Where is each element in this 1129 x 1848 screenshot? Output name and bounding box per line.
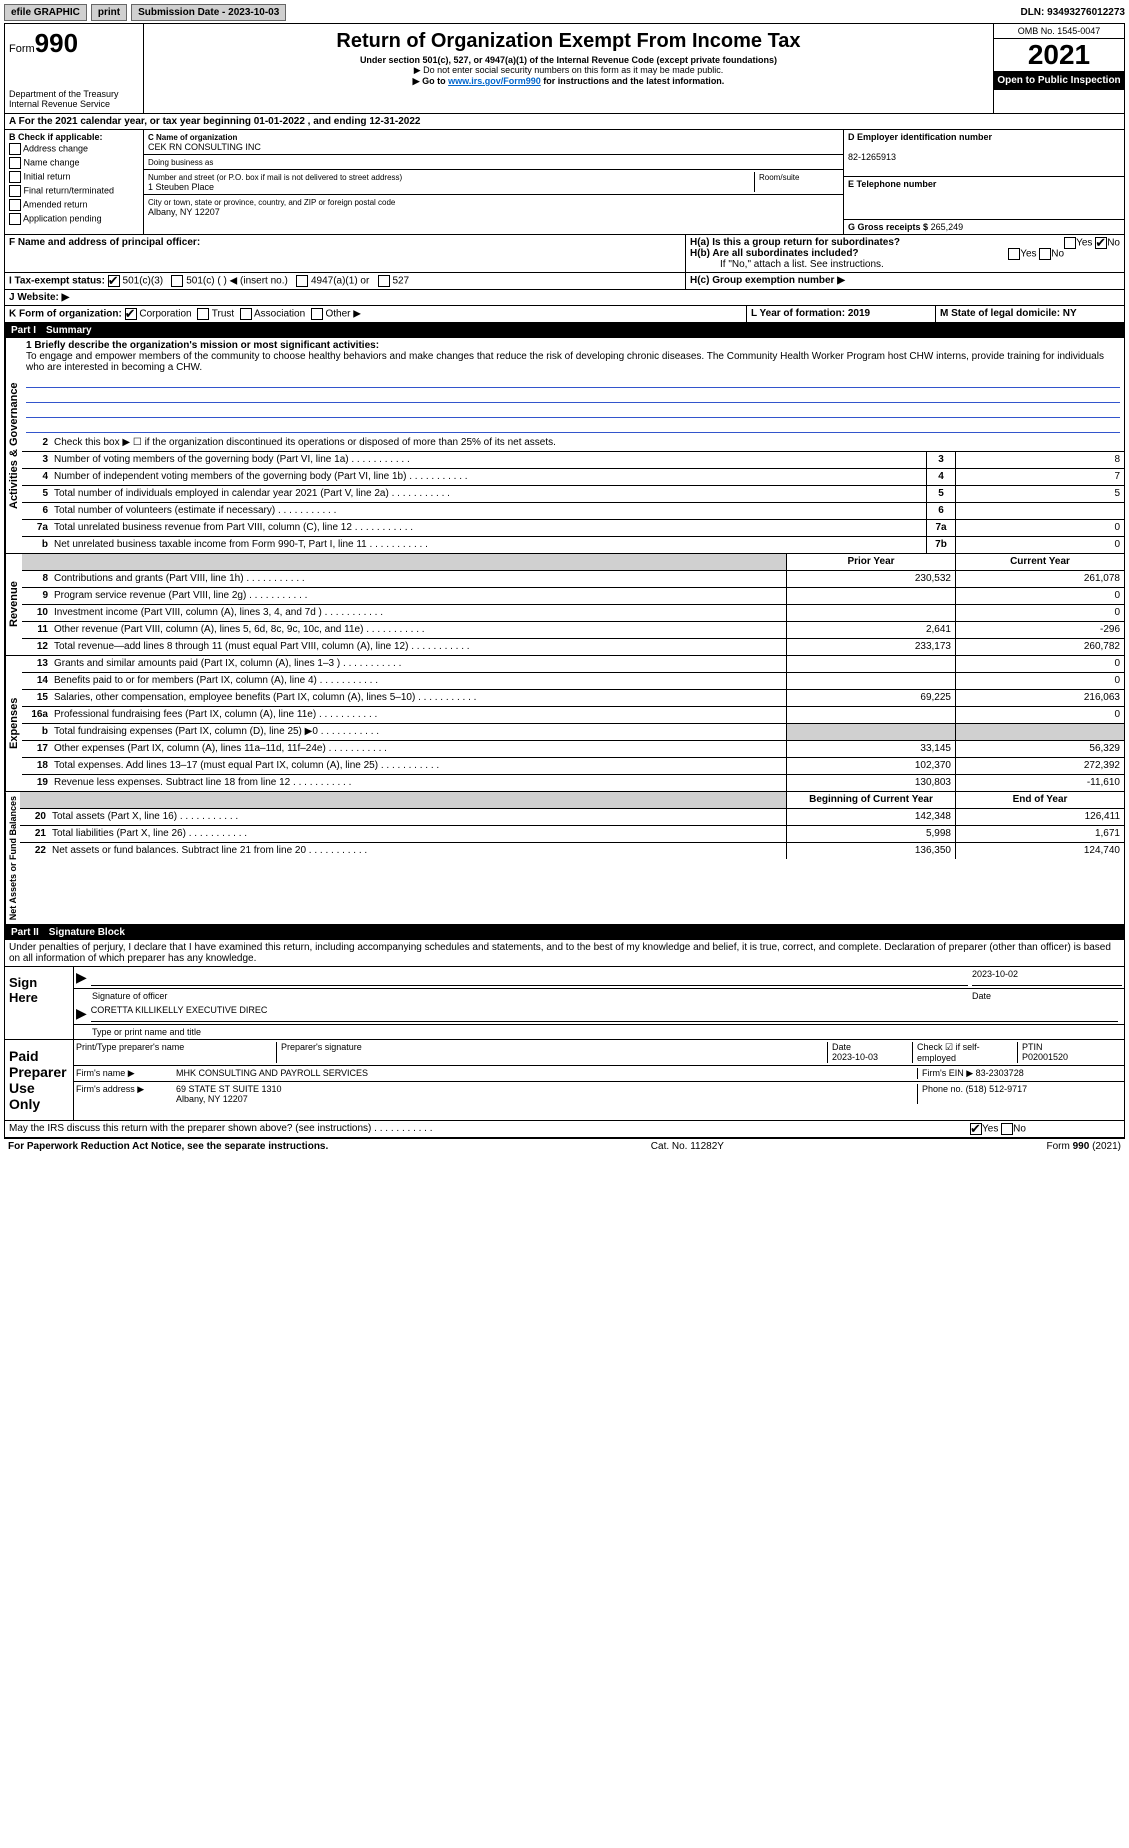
ha-yes-checkbox[interactable] bbox=[1064, 237, 1076, 249]
efile-badge: efile GRAPHIC bbox=[4, 4, 87, 21]
org-name: CEK RN CONSULTING INC bbox=[148, 142, 261, 152]
final-return-checkbox[interactable] bbox=[9, 185, 21, 197]
501c3-checkbox[interactable] bbox=[108, 275, 120, 287]
501c-checkbox[interactable] bbox=[171, 275, 183, 287]
assoc-checkbox[interactable] bbox=[240, 308, 252, 320]
dept-label: Department of the Treasury bbox=[9, 89, 139, 99]
initial-return-checkbox[interactable] bbox=[9, 171, 21, 183]
form-number: 990 bbox=[35, 28, 78, 58]
mission-text: To engage and empower members of the com… bbox=[26, 351, 1120, 373]
ein: 82-1265913 bbox=[848, 152, 896, 162]
name-change-checkbox[interactable] bbox=[9, 157, 21, 169]
discuss-no-checkbox[interactable] bbox=[1001, 1123, 1013, 1135]
net-assets-section: Net Assets or Fund Balances Beginning of… bbox=[5, 792, 1124, 925]
part-1-header: Part I Summary bbox=[5, 323, 1124, 338]
page-footer: For Paperwork Reduction Act Notice, see … bbox=[4, 1139, 1125, 1154]
dln: DLN: 93493276012273 bbox=[1020, 7, 1125, 18]
irs-link[interactable]: www.irs.gov/Form990 bbox=[448, 76, 541, 86]
addr-change-checkbox[interactable] bbox=[9, 143, 21, 155]
identity-block: B Check if applicable: Address change Na… bbox=[5, 130, 1124, 235]
omb-number: OMB No. 1545-0047 bbox=[994, 24, 1124, 39]
sign-here-block: Sign Here ▶ 2023-10-02 Signature of offi… bbox=[5, 967, 1124, 1040]
firm-name: MHK CONSULTING AND PAYROLL SERVICES bbox=[176, 1068, 918, 1079]
ha-no-checkbox[interactable] bbox=[1095, 237, 1107, 249]
form-container: Form990 Department of the Treasury Inter… bbox=[4, 23, 1125, 1139]
app-pending-checkbox[interactable] bbox=[9, 213, 21, 225]
expenses-section: Expenses 13Grants and similar amounts pa… bbox=[5, 656, 1124, 792]
amended-return-checkbox[interactable] bbox=[9, 199, 21, 211]
corp-checkbox[interactable] bbox=[125, 308, 137, 320]
gross-receipts: 265,249 bbox=[931, 222, 964, 232]
prep-date: 2023-10-03 bbox=[832, 1052, 878, 1062]
other-checkbox[interactable] bbox=[311, 308, 323, 320]
527-checkbox[interactable] bbox=[378, 275, 390, 287]
submission-date: Submission Date - 2023-10-03 bbox=[131, 4, 286, 21]
form-header: Form990 Department of the Treasury Inter… bbox=[5, 24, 1124, 114]
tax-year: 2021 bbox=[994, 39, 1124, 71]
perjury-declaration: Under penalties of perjury, I declare th… bbox=[5, 940, 1124, 967]
hb-no-checkbox[interactable] bbox=[1039, 248, 1051, 260]
form-label: Form bbox=[9, 43, 35, 55]
form-subtitle: Under section 501(c), 527, or 4947(a)(1)… bbox=[148, 55, 989, 65]
paid-preparer-block: Paid Preparer Use Only Print/Type prepar… bbox=[5, 1040, 1124, 1121]
ssn-note: ▶ Do not enter social security numbers o… bbox=[148, 65, 989, 76]
section-b-label: B Check if applicable: bbox=[9, 132, 139, 142]
revenue-section: Revenue Prior YearCurrent Year 8Contribu… bbox=[5, 554, 1124, 656]
part-2-header: Part II Signature Block bbox=[5, 925, 1124, 940]
form-footer-label: Form 990 (2021) bbox=[1047, 1141, 1121, 1152]
firm-ein: 83-2303728 bbox=[976, 1068, 1024, 1078]
sig-date: 2023-10-02 bbox=[972, 969, 1122, 986]
trust-checkbox[interactable] bbox=[197, 308, 209, 320]
hb-yes-checkbox[interactable] bbox=[1008, 248, 1020, 260]
print-button[interactable]: print bbox=[91, 4, 127, 21]
line-a: A For the 2021 calendar year, or tax yea… bbox=[5, 114, 1124, 130]
irs-label: Internal Revenue Service bbox=[9, 99, 139, 109]
firm-addr: 69 STATE ST SUITE 1310 bbox=[176, 1084, 282, 1094]
org-address: 1 Steuben Place bbox=[148, 182, 214, 192]
efile-topbar: efile GRAPHIC print Submission Date - 20… bbox=[4, 4, 1125, 21]
activities-governance: Activities & Governance 1 Briefly descri… bbox=[5, 338, 1124, 554]
form-title: Return of Organization Exempt From Incom… bbox=[148, 30, 989, 53]
firm-phone: (518) 512-9717 bbox=[966, 1084, 1028, 1094]
4947-checkbox[interactable] bbox=[296, 275, 308, 287]
officer-name: CORETTA KILLIKELLY EXECUTIVE DIREC bbox=[91, 1005, 1118, 1022]
open-public-badge: Open to Public Inspection bbox=[994, 71, 1124, 90]
org-city: Albany, NY 12207 bbox=[148, 207, 220, 217]
ptin: P02001520 bbox=[1022, 1052, 1068, 1062]
discuss-yes-checkbox[interactable] bbox=[970, 1123, 982, 1135]
